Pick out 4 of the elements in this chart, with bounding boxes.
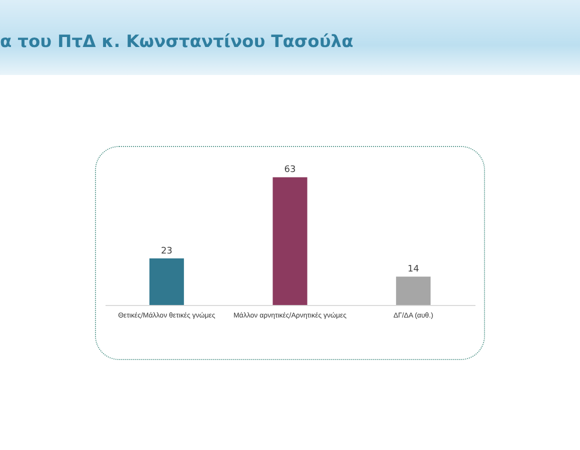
data-label: 14: [408, 264, 420, 275]
chart-title: α του ΠτΔ κ. Κωνσταντίνου Τασούλα: [0, 32, 354, 52]
data-label: 23: [160, 246, 172, 256]
data-label: 63: [284, 165, 296, 176]
